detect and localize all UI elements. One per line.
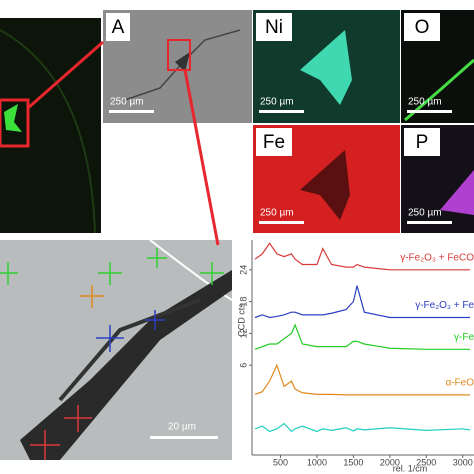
chart-panel [236, 240, 474, 474]
scale-text: 20 µm [168, 422, 196, 433]
panel-label-box [404, 13, 440, 41]
scale-text: 250 µm [408, 97, 442, 108]
sem-particle [175, 52, 190, 72]
series-label: γ-Fe [454, 332, 474, 343]
scale-bar [407, 221, 452, 224]
scale-bar [109, 110, 154, 113]
scale-text: 250 µm [408, 208, 442, 219]
x-tick-label: 1500 [343, 457, 363, 467]
scale-text: 250 µm [110, 97, 144, 108]
overview-panel [0, 18, 101, 233]
x-tick-label: 3000 [453, 457, 473, 467]
panel-label: Ni [265, 17, 283, 38]
scale-bar [259, 221, 304, 224]
series-label: α-FeO [445, 378, 474, 389]
panel-label: P [416, 132, 429, 153]
overview-box [0, 98, 30, 148]
panel-label-box [256, 13, 292, 41]
y-tick-label: 12 [238, 328, 248, 338]
ni-particle [300, 30, 352, 105]
spectrum [254, 422, 471, 433]
connector [183, 69, 220, 246]
scale-text: 250 µm [260, 208, 294, 219]
overview-particle [4, 104, 22, 132]
panel-label: O [415, 17, 430, 38]
spectrum [254, 323, 470, 350]
x-tick-label: 2000 [380, 457, 400, 467]
scale-bar [259, 110, 304, 113]
spot-markers [0, 248, 224, 460]
detail-edge [149, 239, 233, 301]
scale-bar [150, 436, 218, 439]
panel-label: A [112, 17, 125, 38]
detail-panel [0, 240, 232, 460]
series-label: γ-Fe₂O₃ + Fe [415, 300, 474, 311]
y-axis-label: CCD cts [236, 303, 246, 337]
x-tick-label: 500 [273, 457, 288, 467]
detail-crack [58, 298, 201, 402]
x-tick-label: 1000 [307, 457, 327, 467]
spectrum [254, 285, 470, 319]
detail-particle [20, 270, 232, 460]
sem-box [167, 39, 191, 71]
panel-label-box [106, 13, 130, 41]
overview-edge [0, 29, 96, 234]
x-tick-label: 2500 [416, 457, 436, 467]
fe-particle [300, 150, 350, 220]
y-tick-label: 18 [238, 297, 248, 307]
panel-label-box [404, 128, 440, 156]
connector [27, 40, 104, 110]
scale-bar [407, 110, 452, 113]
spectrum [254, 363, 470, 396]
spectrum [254, 242, 470, 271]
p-particle [440, 170, 474, 215]
panel-label-box [256, 128, 292, 156]
y-tick-label: 6 [238, 363, 248, 368]
x-axis-label: rel. 1/cm [393, 463, 428, 473]
y-tick-label: 24 [238, 265, 248, 275]
series-label: γ-Fe₂O₃ + FeCO [400, 252, 474, 263]
scale-text: 250 µm [260, 97, 294, 108]
panel-label: Fe [263, 132, 285, 153]
